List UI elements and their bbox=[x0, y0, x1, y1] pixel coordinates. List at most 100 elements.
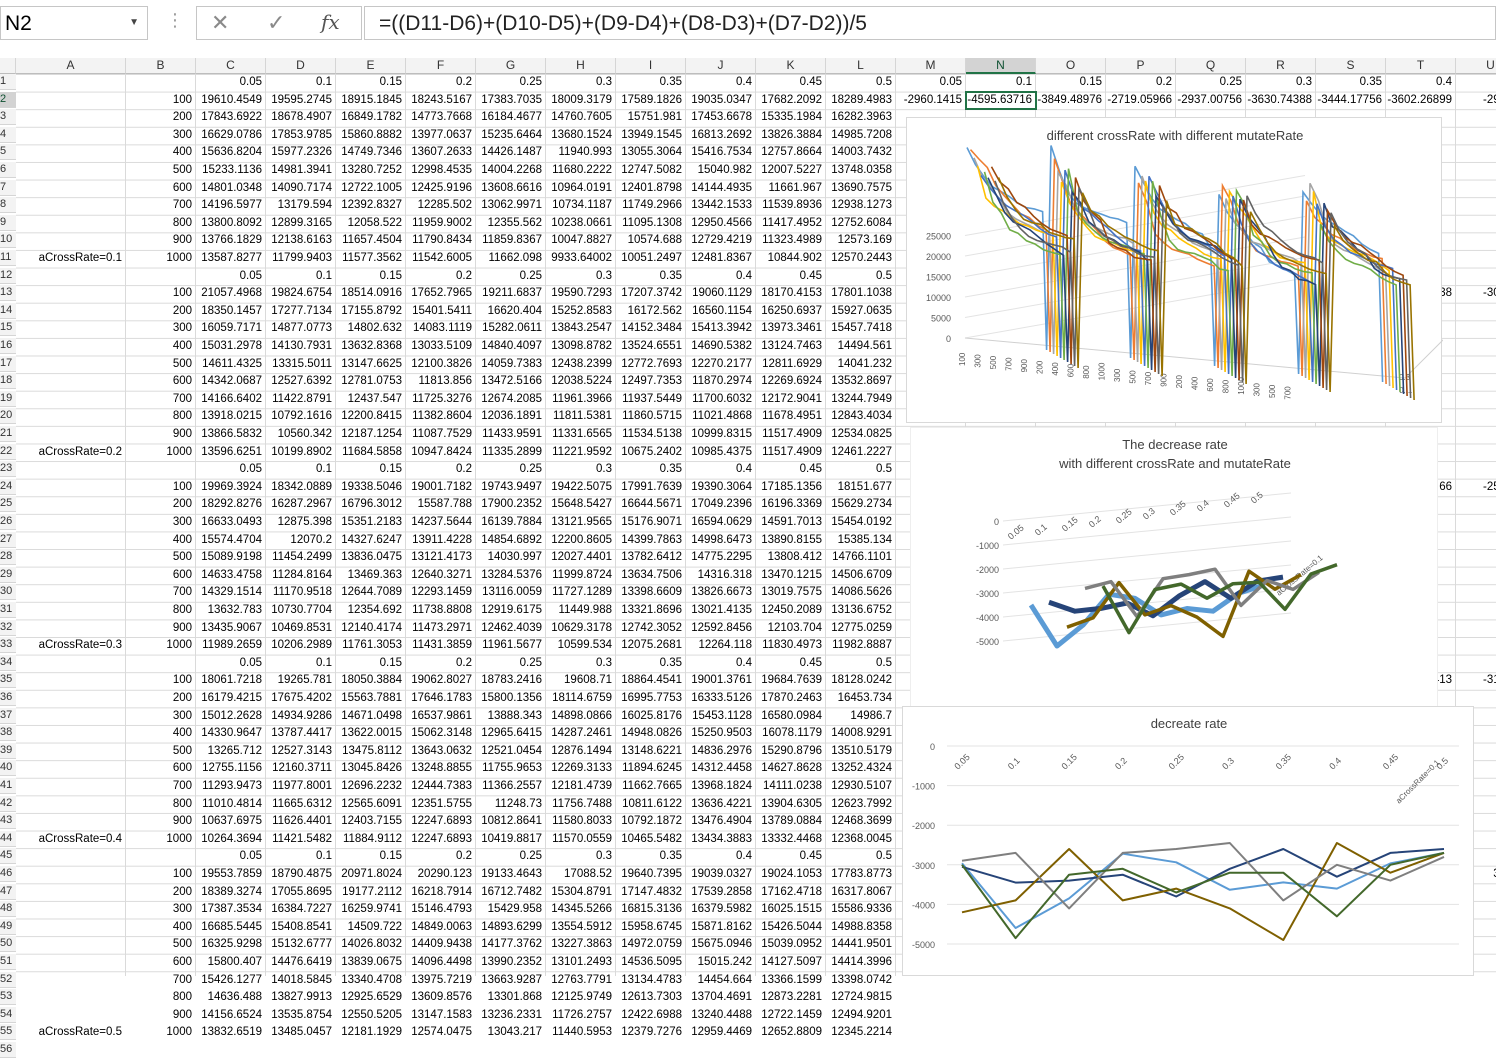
cell-value[interactable]: 13148.6221 bbox=[621, 744, 682, 757]
cell-value[interactable]: 12674.2085 bbox=[481, 392, 542, 405]
cell-decrease[interactable]: -3602.26899 bbox=[1387, 93, 1452, 106]
cell-value[interactable]: 0.1 bbox=[316, 656, 332, 669]
cell-value[interactable]: 15977.2326 bbox=[271, 146, 332, 159]
cell-value[interactable]: 19608.71 bbox=[564, 674, 612, 687]
cell-value[interactable]: 14633.4758 bbox=[201, 568, 262, 581]
cell-value[interactable]: 11700.6032 bbox=[692, 392, 752, 405]
cell-value[interactable]: 10465.5482 bbox=[621, 832, 682, 845]
cell-value[interactable]: 14312.4458 bbox=[691, 762, 752, 775]
cell-value[interactable]: 15235.6464 bbox=[481, 128, 542, 141]
cell-decrease[interactable]: 0.35 bbox=[1359, 76, 1382, 88]
cell-value[interactable]: 13472.5166 bbox=[481, 375, 542, 388]
cell-population[interactable]: 100 bbox=[172, 868, 192, 880]
cell-value[interactable]: 16172.562 bbox=[627, 304, 682, 317]
cell-value[interactable]: 13607.2633 bbox=[411, 146, 472, 159]
cell-population[interactable]: 200 bbox=[172, 111, 192, 124]
row-header[interactable]: 1 bbox=[0, 74, 16, 90]
cell-value[interactable]: 11542.6005 bbox=[412, 252, 472, 264]
cell-value[interactable]: 13435.9067 bbox=[201, 621, 262, 634]
cell-value[interactable]: 16059.7171 bbox=[201, 322, 262, 335]
cell-value[interactable]: 12422.6988 bbox=[621, 1008, 682, 1021]
cell-value[interactable]: 13398.0742 bbox=[831, 973, 892, 986]
cell-value[interactable]: 14988.8358 bbox=[831, 920, 892, 933]
cell-value[interactable]: 15290.8796 bbox=[761, 744, 822, 757]
cell-value[interactable]: 13636.4221 bbox=[691, 797, 752, 810]
cell-value[interactable]: 13632.8368 bbox=[341, 340, 402, 352]
cell-value[interactable]: 15563.7881 bbox=[341, 692, 402, 704]
cell-value[interactable]: 14986.7 bbox=[850, 709, 892, 722]
cell-value[interactable]: 11661.967 bbox=[768, 181, 822, 194]
cell-value[interactable]: 14998.6473 bbox=[691, 533, 752, 546]
cell-value[interactable]: 15015.242 bbox=[697, 956, 752, 968]
cell-value[interactable]: 12959.4469 bbox=[691, 1026, 752, 1039]
cell-value[interactable]: 11860.5715 bbox=[622, 410, 682, 423]
cell-value[interactable]: 20971.8024 bbox=[341, 868, 402, 880]
cell-decrease-partial[interactable]: -2559.0 bbox=[1482, 480, 1496, 493]
cell-value[interactable]: 12747.5082 bbox=[621, 164, 682, 176]
cell-population[interactable]: 600 bbox=[172, 762, 192, 775]
cell-value[interactable]: 13019.7575 bbox=[761, 586, 822, 599]
cell-value[interactable]: 11382.8604 bbox=[412, 410, 472, 423]
cell-value[interactable]: 0.35 bbox=[659, 656, 682, 669]
cell-value[interactable]: 12187.1254 bbox=[341, 428, 402, 440]
cell-value[interactable]: 13748.0358 bbox=[831, 164, 892, 176]
cell-value[interactable]: 10792.1872 bbox=[621, 815, 682, 828]
cell-population[interactable]: 200 bbox=[172, 692, 192, 704]
cell-value[interactable]: 13321.8696 bbox=[621, 604, 682, 616]
cell-value[interactable]: 11170.9518 bbox=[272, 586, 332, 599]
cell-value[interactable]: 11323.4989 bbox=[762, 234, 822, 247]
cell-value[interactable]: 14003.7432 bbox=[831, 146, 892, 159]
cell-value[interactable]: 19039.0327 bbox=[691, 868, 752, 880]
cell-value[interactable]: 12811.6929 bbox=[762, 357, 822, 370]
cell-value[interactable]: 17383.7035 bbox=[481, 93, 542, 106]
cell-value[interactable]: 16560.1154 bbox=[692, 304, 752, 317]
cell-value[interactable]: 13524.6551 bbox=[621, 340, 682, 352]
cell-value[interactable]: 15233.1136 bbox=[202, 164, 262, 176]
cell-value[interactable]: 16025.1515 bbox=[761, 903, 822, 916]
cell-value[interactable]: 11790.8434 bbox=[412, 234, 472, 247]
cell-population[interactable]: 300 bbox=[172, 322, 192, 335]
column-header-a[interactable]: A bbox=[16, 58, 126, 74]
cell-value[interactable]: 13470.1215 bbox=[761, 568, 822, 581]
cell-value[interactable]: 15282.0611 bbox=[482, 322, 542, 335]
cell-value[interactable]: 14627.8628 bbox=[761, 762, 822, 775]
column-header-j[interactable]: J bbox=[686, 58, 756, 74]
cell-value[interactable]: 12573.169 bbox=[837, 234, 892, 247]
cell-value[interactable]: 12550.5205 bbox=[341, 1008, 402, 1021]
cell-value[interactable]: 12172.9041 bbox=[761, 392, 822, 405]
cell-value[interactable]: 16685.5445 bbox=[201, 920, 262, 933]
cell-value[interactable]: 14934.9286 bbox=[271, 709, 332, 722]
cell-value[interactable]: 0.15 bbox=[379, 269, 402, 282]
column-header-m[interactable]: M bbox=[896, 58, 966, 74]
cell-value[interactable]: 19060.1129 bbox=[692, 287, 752, 300]
cell-value[interactable]: 10238.0661 bbox=[551, 216, 612, 229]
selected-cell-n2[interactable] bbox=[965, 90, 1037, 110]
row-header[interactable]: 26 bbox=[0, 514, 16, 530]
cell-value[interactable]: 12742.3052 bbox=[621, 621, 682, 634]
cell-value[interactable]: 18292.8276 bbox=[201, 498, 262, 511]
cell-value[interactable]: 13280.7252 bbox=[341, 164, 402, 176]
cell-value[interactable]: 11248.73 bbox=[494, 797, 542, 810]
cell-value[interactable]: 14802.632 bbox=[347, 322, 402, 335]
cell-value[interactable]: 12950.4566 bbox=[691, 216, 752, 229]
cell-value[interactable]: 11433.9591 bbox=[482, 428, 542, 440]
row-header[interactable]: 14 bbox=[0, 302, 16, 319]
cell-value[interactable]: 15454.0192 bbox=[831, 516, 892, 528]
row-header[interactable]: 45 bbox=[0, 848, 16, 865]
cell-value[interactable]: 13968.1824 bbox=[691, 780, 752, 792]
cell-value[interactable]: 15958.6745 bbox=[621, 920, 682, 933]
cell-value[interactable]: 18151.677 bbox=[837, 480, 892, 493]
cell-value[interactable]: 16815.3136 bbox=[621, 903, 682, 916]
cell-value[interactable]: 17652.7965 bbox=[411, 287, 472, 300]
cell-value[interactable]: 14330.9647 bbox=[201, 727, 262, 740]
row-header[interactable]: 29 bbox=[0, 566, 16, 583]
cell-value[interactable]: 11626.4401 bbox=[272, 815, 332, 828]
cell-value[interactable]: 17387.3534 bbox=[201, 903, 262, 916]
cell-value[interactable]: 16333.5126 bbox=[691, 692, 752, 704]
cell-value[interactable]: 10734.1187 bbox=[552, 199, 612, 212]
cell-value[interactable]: 10999.8315 bbox=[691, 428, 752, 440]
cell-value[interactable]: 11657.4504 bbox=[342, 234, 402, 247]
row-header[interactable]: 54 bbox=[0, 1006, 16, 1023]
cell-value[interactable]: 12873.2281 bbox=[761, 991, 822, 1004]
cell-value[interactable]: 12775.0259 bbox=[831, 621, 892, 634]
